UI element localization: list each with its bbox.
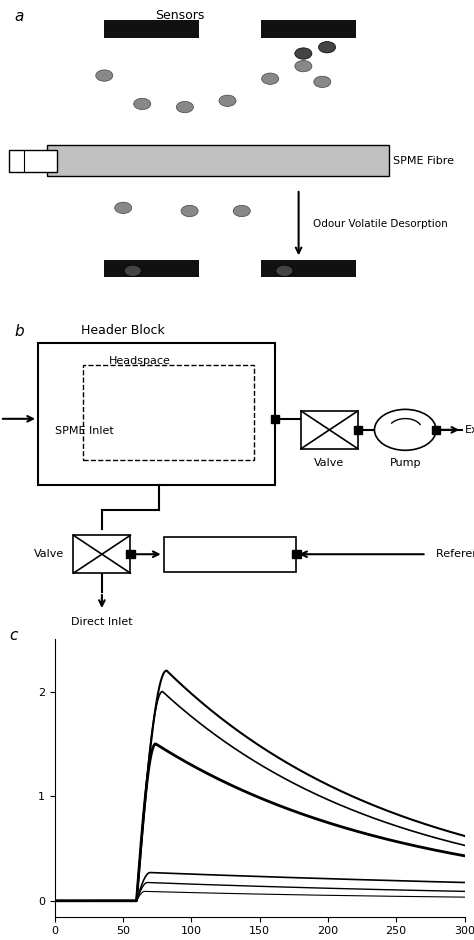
Text: Valve: Valve bbox=[34, 549, 64, 559]
Circle shape bbox=[219, 95, 236, 106]
Text: Reference Inlet: Reference Inlet bbox=[436, 549, 474, 559]
Bar bbox=[271, 415, 279, 423]
Bar bbox=[126, 550, 135, 558]
Text: Exhaust: Exhaust bbox=[465, 425, 474, 435]
Bar bbox=[354, 426, 362, 433]
Bar bbox=[432, 426, 440, 433]
Circle shape bbox=[276, 265, 293, 276]
Text: Pump: Pump bbox=[390, 458, 421, 468]
Circle shape bbox=[233, 205, 250, 216]
Bar bbox=[301, 411, 358, 448]
Text: Headspace: Headspace bbox=[109, 356, 171, 366]
Text: b: b bbox=[14, 324, 24, 339]
Bar bbox=[73, 535, 130, 573]
Bar bbox=[38, 343, 275, 485]
Text: c: c bbox=[9, 628, 18, 643]
Bar bbox=[261, 259, 356, 277]
Circle shape bbox=[374, 410, 436, 450]
Circle shape bbox=[295, 48, 312, 59]
Text: Sensors: Sensors bbox=[155, 9, 205, 23]
Circle shape bbox=[181, 205, 198, 216]
Text: In-line Filters: In-line Filters bbox=[194, 549, 266, 559]
Circle shape bbox=[314, 76, 331, 87]
Text: a: a bbox=[14, 9, 24, 24]
Bar bbox=[47, 145, 389, 177]
Bar bbox=[83, 366, 254, 460]
Circle shape bbox=[176, 102, 193, 113]
Circle shape bbox=[134, 99, 151, 110]
Text: Odour Volatile Desorption: Odour Volatile Desorption bbox=[313, 219, 447, 228]
Circle shape bbox=[96, 70, 113, 81]
Bar bbox=[104, 259, 199, 277]
Circle shape bbox=[115, 202, 132, 213]
Text: SPME Fibre: SPME Fibre bbox=[393, 156, 455, 165]
Text: SPME Inlet: SPME Inlet bbox=[55, 427, 113, 436]
Text: Valve: Valve bbox=[314, 458, 345, 468]
Circle shape bbox=[262, 73, 279, 85]
Bar bbox=[164, 537, 296, 572]
Circle shape bbox=[295, 60, 312, 71]
Circle shape bbox=[124, 265, 141, 276]
Bar bbox=[104, 21, 199, 38]
Bar bbox=[292, 550, 301, 558]
Bar bbox=[261, 21, 356, 38]
Text: Direct Inlet: Direct Inlet bbox=[71, 618, 133, 627]
Circle shape bbox=[319, 41, 336, 53]
Bar bbox=[9, 149, 57, 172]
Text: Header Block: Header Block bbox=[81, 324, 164, 337]
